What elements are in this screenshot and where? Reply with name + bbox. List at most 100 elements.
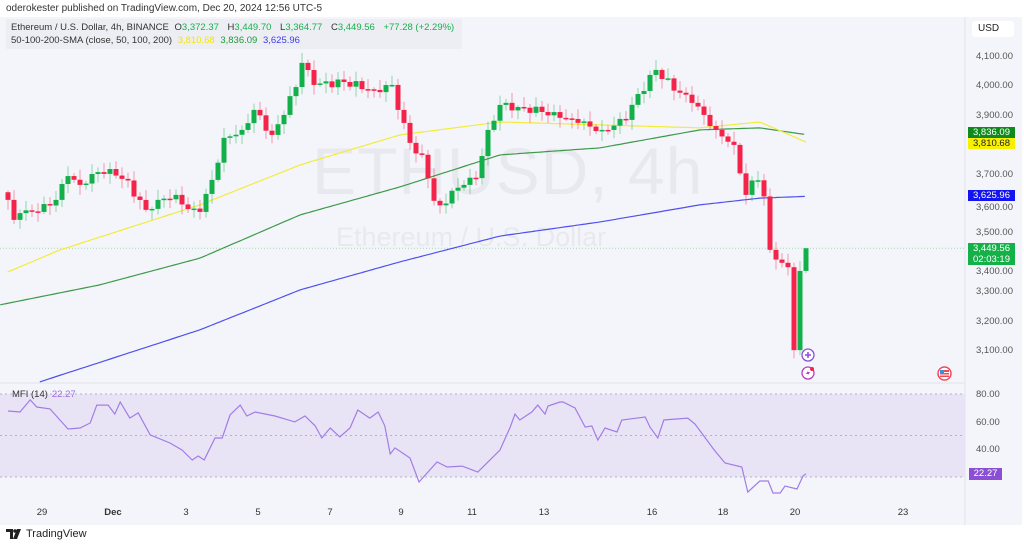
time-axis-label: 3	[183, 507, 189, 518]
candle-down	[521, 106, 527, 109]
candle-up	[383, 85, 389, 93]
time-axis-label: Dec	[104, 507, 122, 518]
add-alert-plus-icon[interactable]	[801, 348, 815, 367]
last-price-tag: 3,449.56 02:03:19	[968, 243, 1015, 265]
candle-down	[593, 126, 599, 132]
candle-down	[71, 176, 77, 180]
low-value: 3,364.77	[285, 22, 323, 33]
candle-down	[563, 117, 569, 120]
lightning-event-icon[interactable]	[801, 366, 815, 385]
candle-up	[209, 179, 215, 194]
open-value: 3,372.37	[181, 22, 219, 33]
candle-down	[569, 118, 575, 120]
candle-down	[119, 175, 125, 179]
candle-up	[239, 129, 245, 135]
price-axis-label: 4,100.00	[976, 51, 1013, 62]
candle-down	[29, 210, 35, 212]
time-axis-label: 11	[467, 507, 477, 518]
candle-up	[89, 174, 95, 184]
mfi-line	[7, 398, 807, 494]
candle-up	[335, 79, 341, 88]
candle-down	[311, 70, 317, 85]
publisher-line: oderokester published on TradingView.com…	[6, 3, 323, 14]
sma50-value: 3,810.68	[177, 35, 215, 46]
time-axis-label: 13	[538, 507, 550, 518]
candle-down	[725, 136, 731, 142]
candle-up	[479, 156, 485, 179]
candle-up	[485, 129, 491, 157]
candle-down	[77, 179, 83, 185]
candle-up	[149, 208, 155, 211]
candle-up	[191, 208, 197, 211]
candle-down	[113, 169, 119, 176]
candle-up	[83, 183, 89, 186]
candle-down	[779, 259, 785, 263]
candle-down	[785, 262, 791, 268]
candle-down	[131, 180, 137, 197]
candle-down	[425, 154, 431, 179]
candle-up	[617, 118, 623, 126]
sma200-price-tag: 3,625.96	[968, 190, 1015, 201]
sma-legend[interactable]: 50-100-200-SMA (close, 50, 100, 200) 3,8…	[11, 34, 457, 47]
candle-down	[185, 204, 191, 210]
candle-down	[713, 126, 719, 130]
symbol-legend[interactable]: Ethereum / U.S. Dollar, 4h, BINANCE O3,3…	[11, 21, 457, 34]
candle-down	[371, 89, 377, 91]
candle-up	[629, 104, 635, 120]
candle-down	[539, 106, 545, 112]
currency-button[interactable]: USD	[972, 21, 1014, 37]
candle-down	[101, 172, 107, 174]
candle-up	[17, 213, 23, 220]
mfi-label: MFI (14)	[12, 389, 48, 400]
candle-up	[749, 180, 755, 195]
price-axis-label: 3,700.00	[976, 168, 1013, 180]
candle-down	[413, 142, 419, 154]
candle-down	[365, 89, 371, 91]
candle-up	[173, 194, 179, 200]
candle-down	[431, 178, 437, 201]
candle-up	[389, 84, 395, 87]
mfi-axis-80: 80.00	[976, 389, 1000, 400]
candle-down	[47, 204, 53, 206]
candle-down	[473, 177, 479, 180]
us-flag-event-icon[interactable]	[937, 366, 952, 386]
sma100-value: 3,836.09	[220, 35, 258, 46]
ohlc-open: O3,372.37	[175, 22, 222, 33]
candle-down	[719, 129, 725, 137]
ohlc-high: H3,449.70	[228, 22, 275, 33]
candle-down	[623, 118, 629, 121]
sma100-price-tag: 3,836.09	[968, 127, 1015, 138]
candle-down	[701, 106, 707, 115]
candle-up	[449, 190, 455, 204]
sma-label: 50-100-200-SMA (close, 50, 100, 200)	[11, 35, 173, 46]
candle-down	[407, 122, 413, 143]
candle-up	[299, 62, 305, 88]
candle-down	[707, 114, 713, 127]
candle-down	[677, 90, 683, 93]
price-axis-label: 3,300.00	[976, 286, 1013, 298]
candle-down	[341, 79, 347, 82]
tradingview-logo[interactable]: TradingView	[6, 528, 87, 540]
time-axis-label: 18	[717, 507, 729, 518]
candle-up	[41, 204, 47, 212]
candle-down	[11, 199, 17, 220]
candle-up	[803, 248, 809, 271]
candle-down	[671, 78, 677, 91]
time-axis-label: 16	[646, 507, 658, 518]
price-axis-label: 3,100.00	[976, 345, 1013, 356]
last-price: 3,449.56	[973, 243, 1010, 254]
candle-down	[329, 81, 335, 88]
candle-down	[659, 69, 665, 80]
candle-up	[797, 270, 803, 351]
candle-down	[125, 178, 131, 181]
tradingview-logo-text: TradingView	[26, 528, 87, 540]
sma200-value: 3,625.96	[262, 35, 300, 46]
candle-down	[761, 180, 767, 197]
change-value: +77.28 (+2.29%)	[383, 22, 455, 33]
candle-up	[491, 120, 497, 130]
candle-up	[221, 137, 227, 163]
mfi-legend[interactable]: MFI (14) 22.27	[12, 389, 76, 400]
ohlc-close: C3,449.56	[331, 22, 378, 33]
candle-down	[743, 173, 749, 195]
